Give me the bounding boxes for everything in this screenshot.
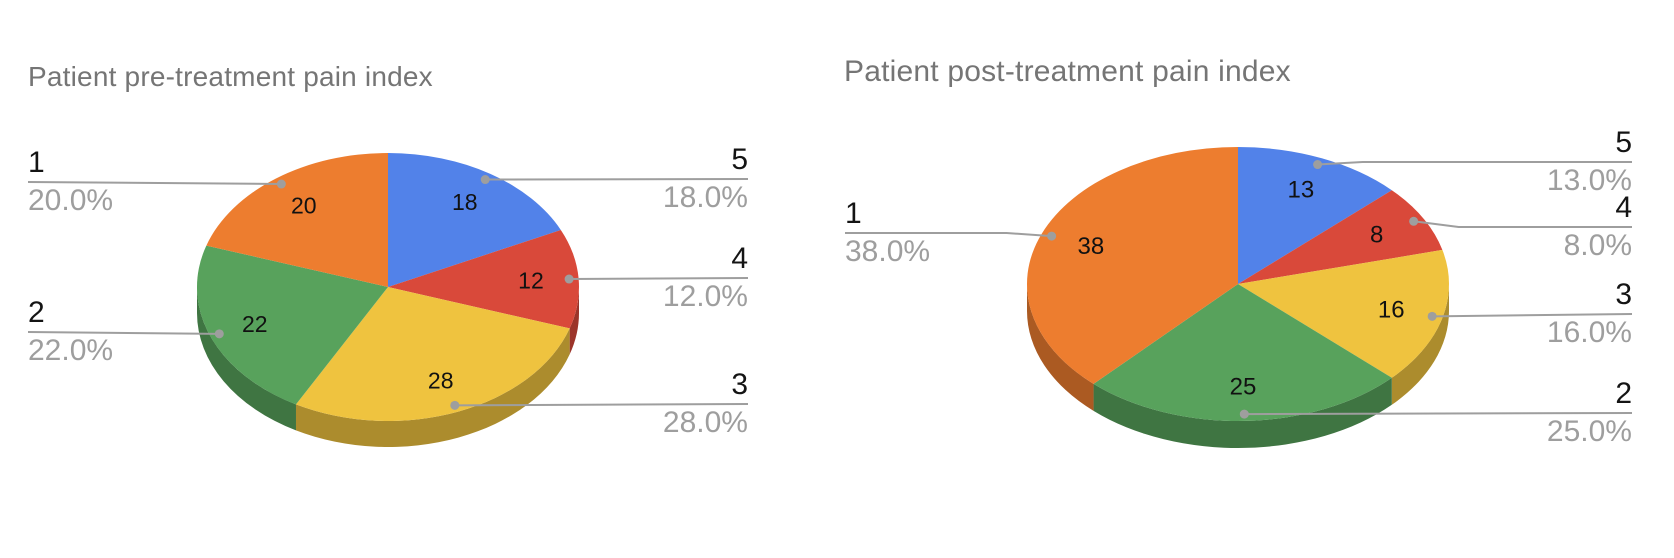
chart1-callout-category-5: 5 (1615, 126, 1632, 159)
chart1-slice-value-5: 13 (1287, 177, 1314, 204)
chart1-slice-value-1: 38 (1078, 233, 1105, 260)
chart0-callout-line-2 (27, 331, 220, 335)
chart0-slice-value-1: 20 (291, 193, 317, 219)
chart0-callout-category-1: 1 (28, 146, 45, 179)
chart0-callout-category-4: 4 (731, 242, 748, 275)
chart1-slice-5[interactable] (1238, 147, 1392, 284)
chart1-callout-percent-5: 13.0% (1546, 164, 1632, 197)
chart1-callout-percent-1: 38.0% (845, 235, 931, 268)
pre-treatment-chart-title: Patient pre-treatment pain index (28, 61, 433, 92)
chart1-callout-category-2: 2 (1615, 377, 1632, 410)
chart0-callout-percent-5: 18.0% (662, 181, 748, 214)
chart0-callout-percent-4: 12.0% (662, 280, 748, 313)
chart0-callout-category-3: 3 (731, 368, 748, 401)
chart0-callout-dot-4 (564, 274, 574, 284)
chart1-callout-percent-3: 16.0% (1546, 316, 1632, 349)
chart0-callout-dot-5 (480, 175, 490, 185)
chart0-callout-category-5: 5 (731, 143, 748, 176)
chart1-callout-line-4 (1413, 220, 1632, 228)
chart1-callout-line-3 (1432, 313, 1633, 318)
chart0-slice-4-side (569, 287, 579, 355)
chart0-slice-4[interactable] (388, 229, 579, 329)
chart1-callout-line-5 (1317, 161, 1632, 166)
chart0-slice-value-5: 18 (452, 189, 478, 215)
chart1-callout-dot-5 (1313, 160, 1323, 170)
chart1-callout-category-4: 4 (1615, 191, 1632, 224)
chart1-slice-2-side (1093, 377, 1392, 449)
chart0-slice-3[interactable] (295, 287, 570, 421)
chart1-slice-2[interactable] (1093, 284, 1392, 421)
chart0-slice-5[interactable] (388, 153, 561, 287)
chart1-slice-1[interactable] (1027, 147, 1238, 384)
chart0-slice-value-4: 12 (518, 268, 544, 294)
chart1-callout-dot-1 (1047, 231, 1057, 241)
chart1-callout-dot-4 (1409, 216, 1419, 226)
chart1-callout-category-1: 1 (845, 197, 862, 230)
chart0-callout-line-5 (485, 178, 749, 181)
chart1-slice-3-side (1391, 284, 1449, 405)
chart0-slice-2[interactable] (197, 245, 388, 405)
chart1-callout-category-3: 3 (1615, 278, 1632, 311)
chart0-callout-dot-1 (276, 179, 286, 189)
chart0-slice-3-side (295, 328, 570, 448)
chart1-callout-dot-3 (1427, 311, 1437, 321)
chart1-callout-percent-4: 8.0% (1563, 229, 1632, 262)
chart0-callout-dot-2 (214, 329, 224, 339)
chart1-slice-value-2: 25 (1230, 374, 1257, 401)
chart1-slice-value-4: 8 (1370, 221, 1383, 248)
chart0-callout-category-2: 2 (28, 296, 45, 329)
chart0-callout-line-4 (569, 277, 749, 281)
chart0-callout-line-3 (454, 403, 749, 407)
post-treatment-chart-title: Patient post-treatment pain index (844, 55, 1291, 88)
chart1-callout-line-1 (845, 232, 1052, 238)
chart0-slice-value-2: 22 (242, 311, 268, 337)
chart1-callout-dot-2 (1239, 409, 1249, 419)
chart1-callout-percent-2: 25.0% (1546, 415, 1632, 448)
chart0-slice-1[interactable] (206, 153, 388, 287)
chart0-slice-value-3: 28 (428, 367, 454, 393)
chart1-slice-4[interactable] (1238, 190, 1443, 284)
chart1-callout-line-2 (1244, 412, 1633, 416)
chart1-slice-value-3: 16 (1378, 297, 1405, 324)
chart0-slice-2-side (197, 287, 296, 431)
chart1-slice-3[interactable] (1238, 249, 1449, 378)
chart0-callout-percent-1: 20.0% (28, 184, 114, 217)
chart0-callout-percent-3: 28.0% (662, 406, 748, 439)
chart0-callout-line-1 (27, 181, 282, 186)
chart0-callout-dot-3 (450, 400, 460, 410)
chart1-slice-1-side (1027, 284, 1094, 411)
chart0-callout-percent-2: 22.0% (28, 334, 114, 367)
